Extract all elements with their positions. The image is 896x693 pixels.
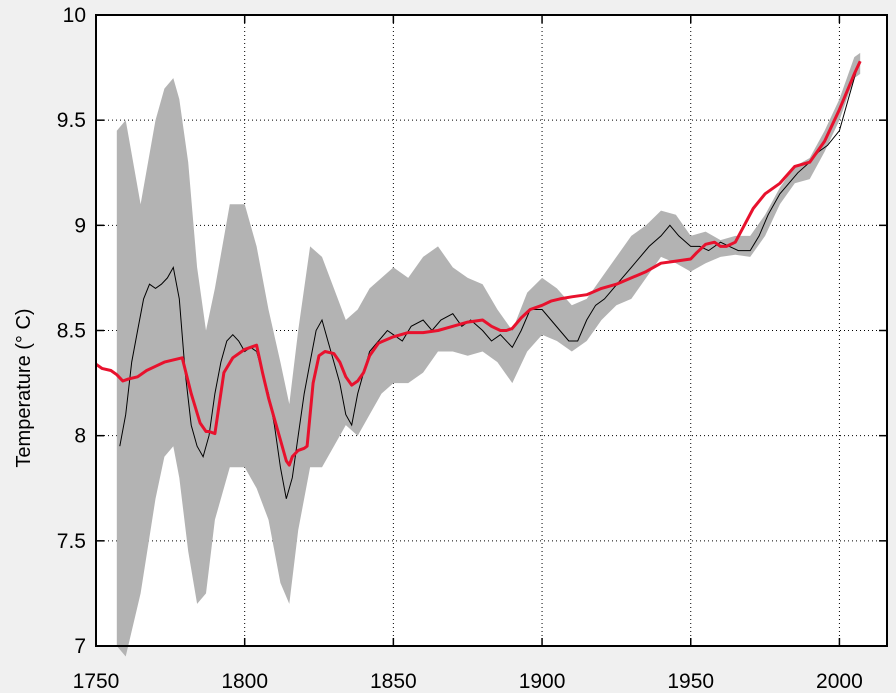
y-tick-label: 9.5 bbox=[57, 109, 86, 132]
uncertainty-band bbox=[116, 52, 861, 657]
axis-ticks bbox=[95, 14, 887, 647]
black-series-line bbox=[119, 61, 861, 499]
y-tick-label: 10 bbox=[63, 4, 86, 27]
uncertainty-band-layer bbox=[116, 52, 861, 657]
y-tick-label: 7.5 bbox=[57, 530, 86, 553]
y-tick-label: 8.5 bbox=[57, 320, 86, 343]
y-axis-title: Temperature (° C) bbox=[13, 308, 35, 467]
x-tick-label: 1800 bbox=[221, 670, 268, 693]
x-tick-label: 1950 bbox=[667, 670, 714, 693]
y-tick-labels: 7 7.5 8 8.5 9 9.5 10 bbox=[57, 4, 86, 658]
red-series-line bbox=[95, 60, 862, 467]
x-tick-labels: 1750 1800 1850 1900 1950 2000 bbox=[73, 670, 863, 693]
y-tick-label: 7 bbox=[74, 635, 86, 658]
x-tick-label: 1850 bbox=[370, 670, 417, 693]
y-tick-label: 9 bbox=[74, 214, 86, 237]
x-tick-label: 1900 bbox=[519, 670, 566, 693]
y-tick-label: 8 bbox=[74, 425, 86, 448]
series-lines-layer bbox=[95, 60, 862, 499]
x-tick-label: 1750 bbox=[73, 670, 120, 693]
x-tick-label: 2000 bbox=[816, 670, 863, 693]
